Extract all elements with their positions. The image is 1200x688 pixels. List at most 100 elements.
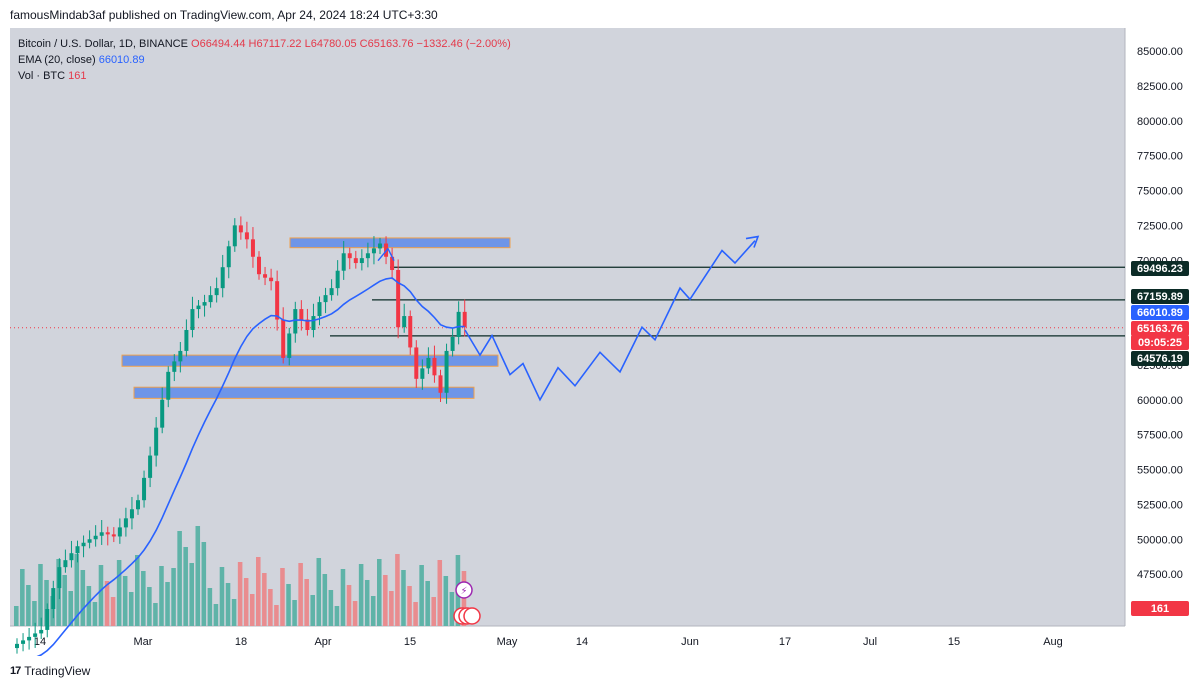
volume-label[interactable]: Vol · BTC [18,70,66,82]
candle-body [87,539,92,543]
candle-body [21,640,26,644]
time-tick-label: 15 [948,636,960,648]
time-tick-label: Jun [681,636,699,648]
flag-event-icon [463,607,481,625]
volume-bar [159,566,164,626]
price-tick-label: 50000.00 [1137,534,1183,546]
price-axis-label-bg [1131,321,1189,336]
projection-arrowhead [745,235,760,248]
volume-bar [26,585,31,626]
volume-bar [401,570,406,626]
candle-body [257,256,261,275]
candle-body [105,532,110,535]
time-tick-label: Aug [1043,636,1063,648]
candle-body [172,361,177,372]
volume-bar [280,568,285,626]
volume-bar [237,562,243,626]
candle-body [341,253,346,271]
volume-bar [141,571,146,626]
volume-bar [437,560,443,626]
volume-bar [231,599,237,626]
close-value: C65163.76 [359,38,414,50]
candle-body [438,375,443,393]
candle-body [69,553,74,561]
volume-bar [268,589,273,626]
volume-bar [177,531,182,626]
chart-legend: Bitcoin / U.S. Dollar, 1D, BINANCE O6649… [18,36,511,84]
candle-body [142,477,147,501]
volume-bar [86,586,92,626]
volume-bar [431,597,436,626]
candle-body [57,567,62,589]
price-axis-label: 66010.89 [1137,307,1183,319]
candle-body [311,316,316,330]
volume-bar [249,594,255,626]
volume-bar [98,565,104,626]
candle-body [123,518,128,528]
candle-body [136,500,140,510]
price-axis-label: 64576.19 [1137,353,1183,365]
candle-body [293,309,298,334]
price-chart[interactable]: 85000.00 82500.00 80000.00 77500.00 75000.00… [10,28,1190,656]
time-tick-label: 17 [779,636,791,648]
volume-bar [407,586,412,626]
volume-bar [413,602,418,626]
ema-label[interactable]: EMA (20, close) [18,54,96,66]
volume-bar [304,579,309,626]
legend-row-ema: EMA (20, close) 66010.89 [18,52,511,68]
candle-body [275,281,280,320]
chart-panel[interactable]: 85000.00 82500.00 80000.00 77500.00 75000.00… [10,28,1190,656]
candle-body [184,330,189,351]
candle-body [220,267,225,289]
low-value: L64780.05 [304,38,357,50]
volume-bar [419,565,424,626]
candle-body [335,270,340,289]
volume-bar [243,578,249,626]
volume-bar [322,574,328,626]
candle-body [148,455,153,478]
time-tick-label: Mar [134,636,153,648]
price-tick-label: 77500.00 [1137,151,1183,163]
time-tick-label: May [497,636,518,648]
price-axis-label-bg [1131,261,1189,276]
volume-bar [225,583,231,626]
time-tick-label: 18 [235,636,247,648]
candle-body [281,319,286,358]
volume-bar [62,575,67,626]
candle-body [99,532,104,536]
time-tick-label: Apr [314,636,331,648]
candle-body [117,527,122,537]
candle-body [371,248,376,254]
price-tick-label: 47500.00 [1137,569,1183,581]
volume-bar [256,557,261,626]
price-tick-label: 82500.00 [1137,81,1183,93]
candle-body [462,311,467,328]
time-tick-label: 14 [576,636,588,648]
candle-body [208,295,213,303]
candle-body [305,319,310,330]
volume-bar [32,601,37,626]
publish-header: famousMindab3af published on TradingView… [10,8,438,22]
candle-body [51,588,56,609]
candle-body [160,399,165,428]
volume-bar [14,606,19,626]
candle-body [250,239,255,257]
candle-body [329,288,334,296]
price-axis-label-bg [1131,305,1189,320]
time-tick-label: 14 [34,636,46,648]
change-value: −1332.46 (−2.00%) [416,38,511,50]
symbol-title[interactable]: Bitcoin / U.S. Dollar, 1D, BINANCE [18,38,188,50]
volume-bar [50,596,55,626]
volume-bar [104,581,110,626]
volume-bar [449,592,455,626]
volume-bar [189,563,194,626]
candle-body [402,316,407,328]
lightning-glyph: ⚡ [460,586,467,597]
candle-body [396,270,401,328]
volume-bar [38,564,43,626]
volume-bar [334,606,340,626]
candle-body [347,253,352,259]
price-tick-label: 85000.00 [1137,46,1183,58]
candle-body [196,305,201,310]
candle-body [93,535,98,540]
